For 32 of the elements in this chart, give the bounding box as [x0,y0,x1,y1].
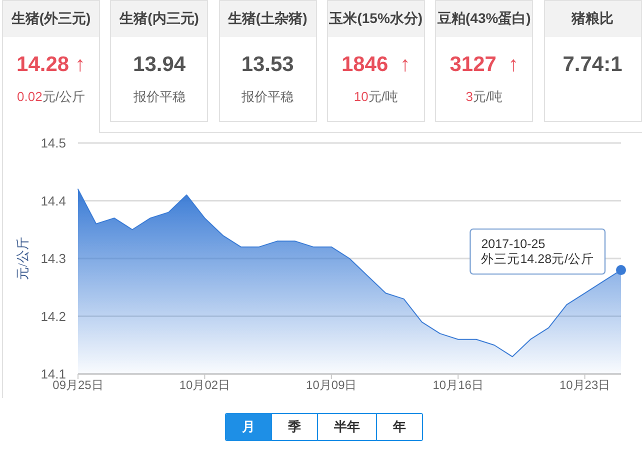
card-value: 7.74:1 [562,53,622,76]
card-note: 元/吨 [472,89,503,104]
annotation: 2017-10-25 外三元14.28元/公斤 [481,237,594,266]
card-value: 13.53 [241,53,294,76]
card-header: 豆粕(43%蛋白) [436,1,532,37]
button: 年 [376,414,422,440]
x-tick-label: 10月16日 [432,378,484,392]
card-header: 玉米(15%水分) [328,1,424,37]
card-note: 3 [466,89,473,104]
button: 月 [226,414,271,440]
x-tick-label: 10月02日 [179,378,230,392]
card-note: 报价平稳 [133,89,186,104]
y-tick-label: 14.5 [40,136,66,150]
card-header: 生猪(土杂猪) [220,1,316,37]
card-note: 0.02 [17,89,42,104]
x-tick-label: 10月23日 [559,378,610,392]
card-note: 元/吨 [368,89,398,104]
card-note: 报价平稳 [242,89,294,104]
card-value: 14.28 ↑ [16,53,86,76]
card-header: 生猪(外三元) [3,1,99,37]
y-tick-label: 14.4 [40,193,66,208]
x-tick-label: 10月09日 [306,378,357,392]
y-axis-title: 元/公斤 [15,237,30,280]
card-value: 13.94 [133,53,186,76]
card-note: 10 [354,89,368,104]
card-header: 猪粮比 [544,1,640,37]
card-header: 生猪(内三元) [111,1,208,37]
card-value: 3127 ↑ [450,53,519,76]
card-value: 1846 ↑ [341,53,410,76]
y-tick-label: 14.2 [40,308,66,324]
y-tick-label: 14.3 [40,251,66,266]
card-note: 元/公斤 [42,89,85,104]
